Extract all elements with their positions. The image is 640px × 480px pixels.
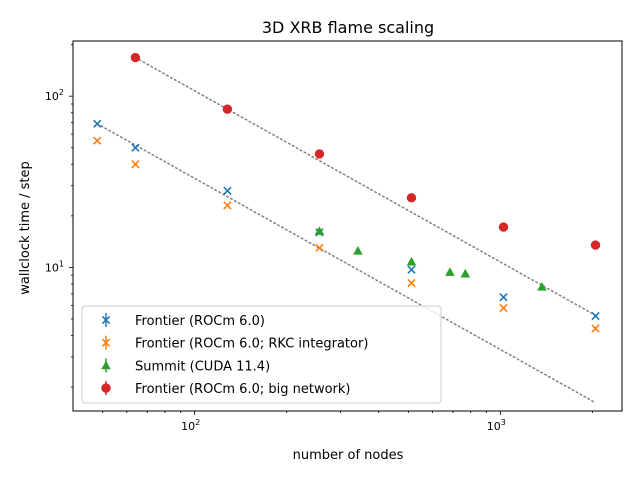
data-point-4-1	[130, 52, 141, 63]
data-point-4-4	[406, 193, 417, 203]
x-axis-label: number of nodes	[293, 448, 404, 463]
series-3	[314, 226, 547, 291]
legend-marker-4	[101, 383, 111, 393]
legend-label-3: Summit (CUDA 11.4)	[135, 359, 270, 374]
data-point-4-5	[498, 222, 509, 232]
data-point-2-2	[131, 160, 140, 169]
data-point-3-6	[537, 282, 547, 291]
legend-marker-2	[101, 338, 111, 347]
axes-frame	[72, 40, 623, 412]
data-point-3-3	[406, 256, 417, 266]
y-axis-label: wallclock time / step	[18, 161, 33, 294]
legend-entry-2: Frontier (ROCm 6.0; RKC integrator)	[101, 335, 368, 352]
legend-label-4: Frontier (ROCm 6.0; big network)	[135, 382, 350, 397]
data-point-4-6	[590, 240, 601, 250]
data-point-2-3	[223, 201, 232, 210]
legend: Frontier (ROCm 6.0) Frontier (ROCm 6.0; R…	[81, 305, 442, 404]
data-point-3-4	[445, 267, 455, 276]
data-point-2-5	[407, 278, 416, 288]
reference-line-1	[134, 56, 597, 317]
chart-title: 3D XRB flame scaling	[262, 18, 434, 37]
legend-entry-3: Summit (CUDA 11.4)	[101, 358, 270, 374]
reference-line-2	[96, 123, 597, 404]
legend-label-1: Frontier (ROCm 6.0)	[135, 314, 265, 329]
data-point-1-7	[591, 311, 600, 321]
data-point-2-4	[315, 243, 324, 253]
data-point-3-1	[314, 226, 325, 235]
legend-marker-1	[101, 315, 111, 325]
y-tick-label-2: 102	[45, 88, 64, 103]
data-point-2-6	[499, 303, 508, 313]
data-point-2-1	[93, 136, 102, 145]
data-point-1-3	[223, 186, 232, 196]
data-point-4-3	[314, 149, 325, 159]
legend-marker-3	[101, 360, 111, 370]
legend-box	[81, 305, 442, 404]
legend-entry-4: Frontier (ROCm 6.0; big network)	[101, 381, 350, 397]
legend-label-2: Frontier (ROCm 6.0; RKC integrator)	[135, 337, 368, 352]
data-point-1-2	[131, 143, 140, 152]
data-point-4-2	[222, 104, 233, 114]
series-4	[130, 52, 601, 250]
data-point-3-5	[460, 268, 471, 278]
data-point-1-5	[407, 265, 416, 274]
series-1	[93, 119, 600, 321]
x-tick-label-1: 102	[181, 418, 200, 433]
data-point-1-6	[499, 293, 508, 302]
data-point-2-7	[591, 324, 600, 333]
series-2	[93, 136, 600, 333]
data-point-3-2	[353, 246, 363, 255]
x-tick-label-2: 103	[487, 418, 506, 433]
legend-entry-1: Frontier (ROCm 6.0)	[101, 313, 265, 329]
plot-area: 102 103 101 102	[45, 40, 623, 433]
data-point-1-1	[93, 119, 102, 128]
y-tick-label-1: 101	[45, 259, 64, 274]
